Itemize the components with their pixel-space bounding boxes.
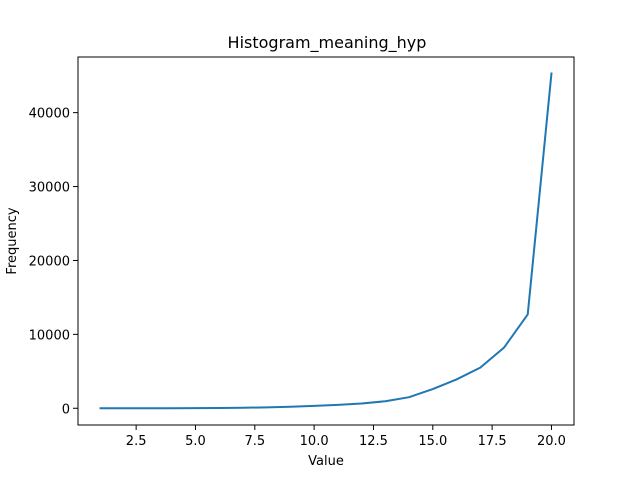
axes-frame <box>77 56 575 426</box>
y-tick-label: 40000 <box>29 107 70 122</box>
y-axis-ticks: 0 10000 20000 30000 40000 <box>29 107 78 417</box>
x-tick-label: 20.0 <box>537 434 566 449</box>
y-tick-label: 10000 <box>29 328 70 343</box>
y-tick-label: 30000 <box>29 181 70 196</box>
x-tick-label: 15.0 <box>418 434 447 449</box>
y-axis-label: Frequency <box>5 207 20 274</box>
y-tick-label: 0 <box>62 402 70 417</box>
series-line <box>99 72 553 410</box>
x-axis-label: Value <box>308 454 344 469</box>
y-tick-label: 20000 <box>29 254 70 269</box>
x-tick-label: 2.5 <box>126 434 147 449</box>
chart-title: Histogram_meaning_hyp <box>228 33 427 53</box>
x-tick-label: 10.0 <box>300 434 329 449</box>
x-tick-label: 17.5 <box>478 434 507 449</box>
x-axis-ticks: 2.5 5.0 7.5 10.0 12.5 15.0 17.5 20.0 <box>126 425 566 449</box>
x-tick-label: 5.0 <box>185 434 206 449</box>
x-tick-label: 12.5 <box>359 434 388 449</box>
plot-area <box>77 56 575 426</box>
x-tick-label: 7.5 <box>244 434 265 449</box>
